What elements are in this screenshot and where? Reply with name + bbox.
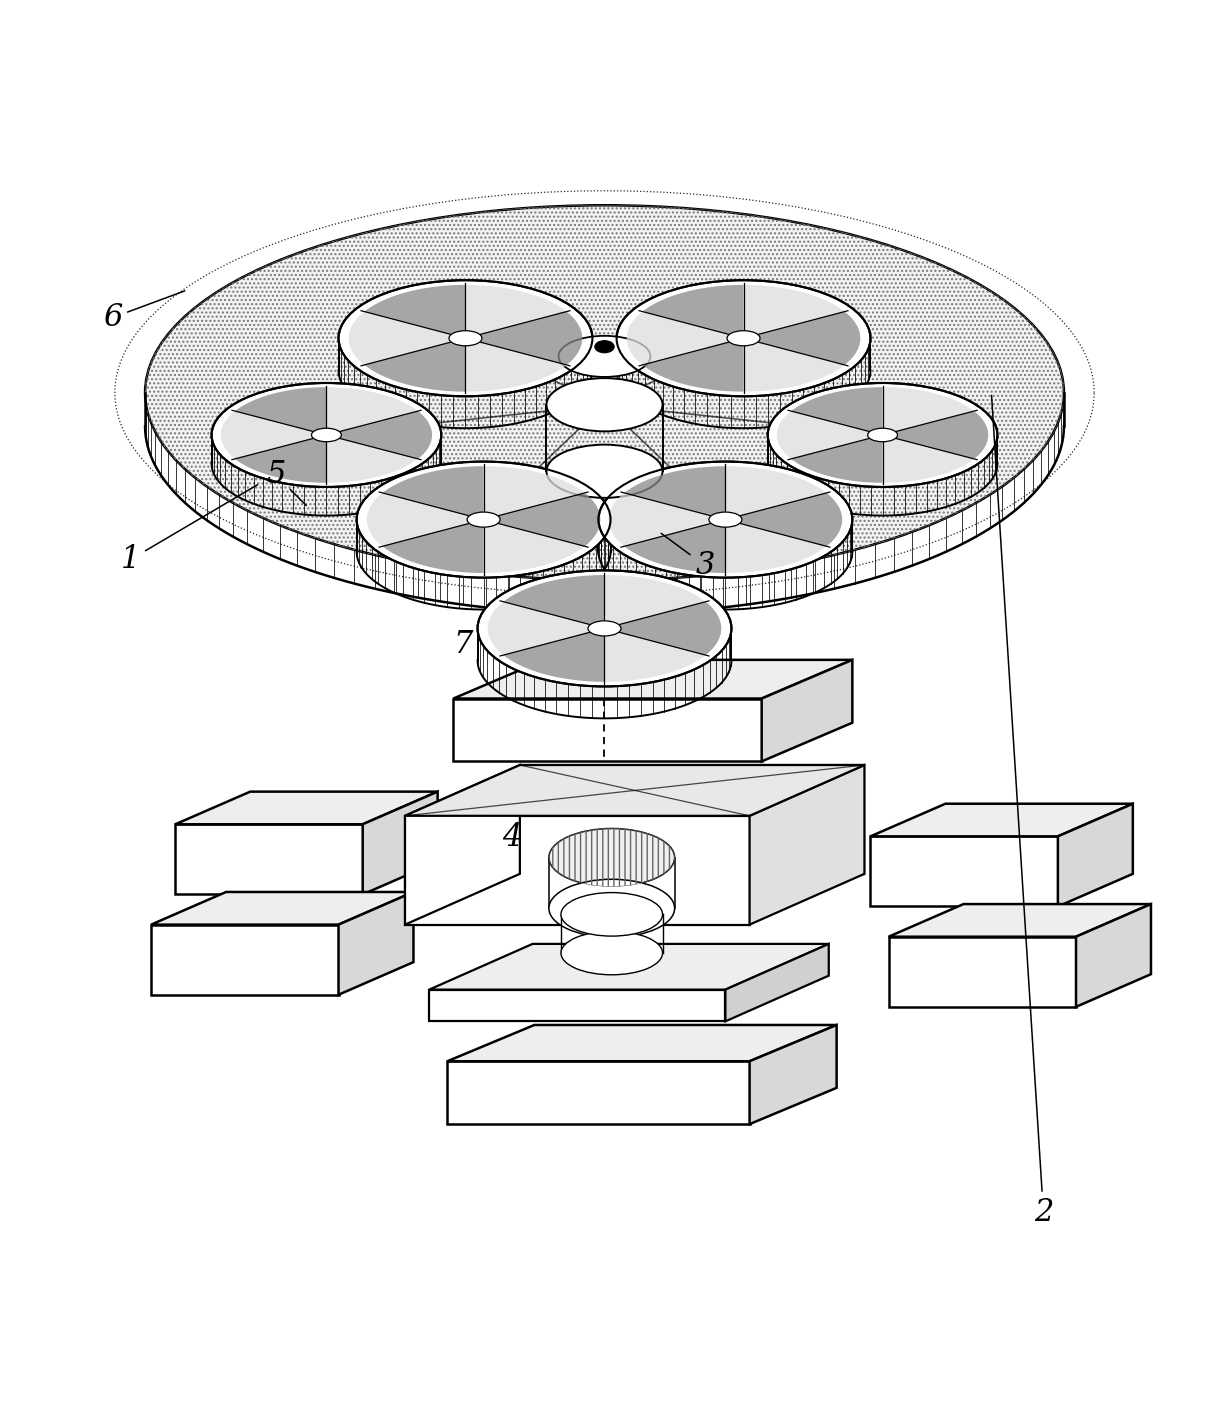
Polygon shape xyxy=(744,338,845,392)
Polygon shape xyxy=(487,602,604,655)
Polygon shape xyxy=(405,765,864,816)
Ellipse shape xyxy=(727,331,760,346)
Polygon shape xyxy=(447,1025,837,1062)
Ellipse shape xyxy=(561,892,663,936)
Ellipse shape xyxy=(588,621,621,636)
Polygon shape xyxy=(744,311,861,365)
Polygon shape xyxy=(151,892,413,925)
Polygon shape xyxy=(889,936,1076,1007)
Polygon shape xyxy=(382,467,484,519)
Ellipse shape xyxy=(212,383,441,486)
Polygon shape xyxy=(642,338,744,392)
Polygon shape xyxy=(382,519,484,573)
Ellipse shape xyxy=(549,880,675,937)
Polygon shape xyxy=(326,436,418,482)
Polygon shape xyxy=(870,836,1058,906)
Polygon shape xyxy=(604,602,722,655)
Polygon shape xyxy=(405,765,520,925)
Polygon shape xyxy=(453,660,852,699)
Polygon shape xyxy=(175,792,438,824)
Ellipse shape xyxy=(549,829,675,887)
Polygon shape xyxy=(503,575,604,628)
Polygon shape xyxy=(339,892,413,994)
Polygon shape xyxy=(484,493,601,546)
Polygon shape xyxy=(151,925,339,994)
Polygon shape xyxy=(366,493,484,546)
Polygon shape xyxy=(175,824,363,895)
Ellipse shape xyxy=(339,280,592,396)
Ellipse shape xyxy=(546,378,663,431)
Polygon shape xyxy=(447,1062,750,1124)
Polygon shape xyxy=(870,803,1133,836)
Polygon shape xyxy=(348,311,465,365)
Polygon shape xyxy=(725,945,828,1021)
Polygon shape xyxy=(750,1025,837,1124)
Polygon shape xyxy=(453,699,762,761)
Polygon shape xyxy=(762,660,852,761)
Ellipse shape xyxy=(598,461,852,578)
Polygon shape xyxy=(405,816,750,925)
Polygon shape xyxy=(608,493,725,546)
Polygon shape xyxy=(725,493,843,546)
Polygon shape xyxy=(363,792,438,895)
Polygon shape xyxy=(364,284,465,338)
Polygon shape xyxy=(484,467,585,519)
Polygon shape xyxy=(235,436,326,482)
Polygon shape xyxy=(465,338,567,392)
Polygon shape xyxy=(520,765,864,874)
Text: 7: 7 xyxy=(453,629,473,659)
Polygon shape xyxy=(235,387,326,436)
Text: 1: 1 xyxy=(121,485,258,575)
Ellipse shape xyxy=(617,280,870,396)
Polygon shape xyxy=(883,387,974,436)
Polygon shape xyxy=(744,284,845,338)
Polygon shape xyxy=(503,628,604,682)
Polygon shape xyxy=(1058,803,1133,906)
Ellipse shape xyxy=(145,205,1064,580)
Polygon shape xyxy=(777,411,883,460)
Ellipse shape xyxy=(312,428,341,441)
Ellipse shape xyxy=(708,512,742,527)
Polygon shape xyxy=(364,338,465,392)
Ellipse shape xyxy=(561,932,663,974)
Polygon shape xyxy=(750,765,864,925)
Ellipse shape xyxy=(546,444,663,498)
Ellipse shape xyxy=(467,512,501,527)
Polygon shape xyxy=(642,284,744,338)
Text: 5: 5 xyxy=(266,460,306,506)
Polygon shape xyxy=(429,990,725,1021)
Polygon shape xyxy=(626,311,744,365)
Polygon shape xyxy=(484,519,585,573)
Polygon shape xyxy=(791,436,883,482)
Polygon shape xyxy=(221,411,326,460)
Polygon shape xyxy=(883,411,988,460)
Polygon shape xyxy=(604,575,706,628)
Polygon shape xyxy=(725,519,827,573)
Text: 3: 3 xyxy=(661,533,715,581)
Text: 4: 4 xyxy=(502,822,521,853)
Text: 2: 2 xyxy=(991,396,1053,1227)
Polygon shape xyxy=(1076,904,1151,1007)
Polygon shape xyxy=(624,519,725,573)
Ellipse shape xyxy=(559,337,650,378)
Polygon shape xyxy=(624,467,725,519)
Ellipse shape xyxy=(478,570,731,686)
Polygon shape xyxy=(791,387,883,436)
Polygon shape xyxy=(429,945,828,990)
Ellipse shape xyxy=(595,341,614,352)
Polygon shape xyxy=(889,904,1151,936)
Polygon shape xyxy=(465,311,583,365)
Polygon shape xyxy=(725,467,827,519)
Polygon shape xyxy=(604,628,706,682)
Ellipse shape xyxy=(768,383,997,486)
Polygon shape xyxy=(326,411,432,460)
Polygon shape xyxy=(326,387,418,436)
Text: 6: 6 xyxy=(103,291,185,334)
Polygon shape xyxy=(883,436,974,482)
Ellipse shape xyxy=(449,331,482,346)
Ellipse shape xyxy=(868,428,897,441)
Polygon shape xyxy=(465,284,567,338)
Ellipse shape xyxy=(357,461,611,578)
